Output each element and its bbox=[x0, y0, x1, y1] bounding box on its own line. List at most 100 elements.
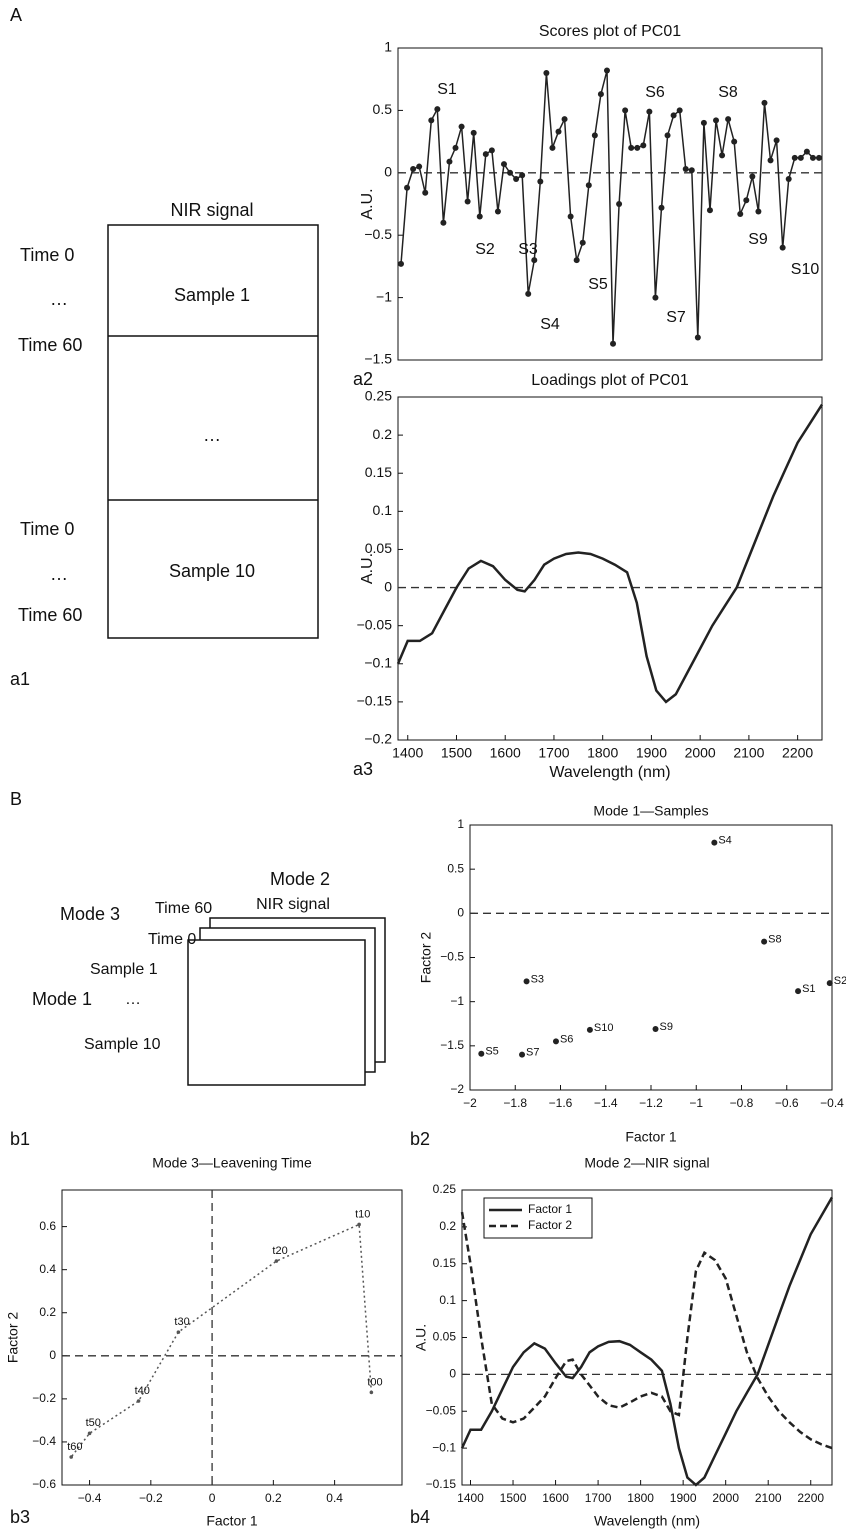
x-tick-label: −0.6 bbox=[775, 1096, 799, 1110]
sample: Sample 10 bbox=[84, 1036, 161, 1053]
marker bbox=[767, 157, 774, 164]
y-tick-label: −0.2 bbox=[364, 731, 392, 747]
x-tick-label: 0.4 bbox=[326, 1491, 343, 1505]
legend-box bbox=[483, 1197, 593, 1239]
time: Time 60 bbox=[155, 900, 212, 917]
y-tick-label: 0.6 bbox=[39, 1219, 56, 1233]
panel-label: A bbox=[10, 5, 22, 25]
x-tick-label: 2000 bbox=[712, 1491, 739, 1505]
marker bbox=[513, 176, 520, 183]
panel-label: B bbox=[10, 789, 22, 809]
marker bbox=[458, 123, 465, 130]
y-tick-label: −1.5 bbox=[364, 351, 392, 367]
point-label: S8 bbox=[768, 934, 781, 946]
marker bbox=[464, 198, 471, 205]
y-tick-label: −1 bbox=[376, 288, 392, 304]
series-line bbox=[460, 1196, 834, 1487]
marker bbox=[700, 119, 707, 126]
x-tick-label: −1.2 bbox=[639, 1096, 663, 1110]
x-tick-label: 1600 bbox=[490, 745, 521, 761]
point-label: t50 bbox=[86, 1417, 101, 1429]
x-tick-label: 1400 bbox=[457, 1491, 484, 1505]
point bbox=[87, 1431, 92, 1436]
y-tick-label: 0.15 bbox=[433, 1256, 457, 1270]
marker bbox=[404, 184, 411, 191]
y-axis-label: Factor 2 bbox=[5, 1312, 21, 1364]
point-label: S5 bbox=[485, 1046, 498, 1058]
point bbox=[711, 839, 718, 846]
point-label: t00 bbox=[367, 1376, 382, 1388]
marker bbox=[755, 208, 762, 215]
y-tick-label: −1 bbox=[450, 994, 464, 1008]
marker bbox=[603, 67, 610, 74]
y-axis-label: A.U. bbox=[359, 188, 376, 219]
dots: … bbox=[50, 564, 68, 584]
marker bbox=[622, 107, 629, 114]
marker bbox=[610, 340, 617, 347]
y-tick-label: −0.6 bbox=[32, 1477, 56, 1491]
marker bbox=[500, 161, 507, 168]
time: Time 0 bbox=[20, 245, 74, 265]
x-tick-label: 1700 bbox=[585, 1491, 612, 1505]
marker bbox=[797, 154, 804, 161]
annotation: S5 bbox=[588, 276, 608, 293]
y-tick-label: 0 bbox=[384, 578, 392, 594]
panel-label: b1 bbox=[10, 1129, 30, 1149]
x-tick-label: 2100 bbox=[755, 1491, 782, 1505]
marker bbox=[555, 128, 562, 135]
y-tick-label: 0.2 bbox=[39, 1305, 56, 1319]
x-tick-label: 2200 bbox=[782, 745, 813, 761]
marker bbox=[628, 144, 635, 151]
marker bbox=[809, 154, 816, 161]
time: Time 0 bbox=[148, 931, 196, 948]
marker bbox=[652, 294, 659, 301]
marker bbox=[640, 142, 647, 149]
series-line bbox=[396, 403, 824, 704]
point bbox=[357, 1222, 361, 1227]
point bbox=[69, 1455, 73, 1459]
sample: Sample 1 bbox=[90, 961, 158, 978]
x-tick-label: −1.4 bbox=[594, 1096, 618, 1110]
y-tick-label: 0 bbox=[49, 1348, 56, 1362]
x-tick-label: 1600 bbox=[542, 1491, 569, 1505]
marker bbox=[476, 213, 483, 220]
marker bbox=[531, 257, 538, 264]
marker bbox=[791, 154, 798, 161]
chart-title: Mode 1—Samples bbox=[593, 803, 708, 819]
x-tick-label: 1500 bbox=[500, 1491, 527, 1505]
point bbox=[519, 1051, 526, 1058]
marker bbox=[779, 244, 786, 251]
marker bbox=[616, 201, 623, 207]
chart-title: Loadings plot of PC01 bbox=[531, 372, 689, 389]
y-tick-label: 1 bbox=[384, 39, 392, 55]
y-tick-label: 0.5 bbox=[373, 101, 393, 117]
x-axis-label: Factor 1 bbox=[206, 1513, 258, 1529]
point-label: S7 bbox=[526, 1047, 539, 1059]
y-tick-label: −0.1 bbox=[432, 1440, 456, 1454]
marker bbox=[549, 144, 556, 151]
marker bbox=[694, 334, 701, 341]
x-axis-label: Factor 1 bbox=[625, 1129, 677, 1145]
marker bbox=[597, 91, 604, 98]
legend-label: Factor 2 bbox=[528, 1218, 572, 1232]
y-tick-label: −0.15 bbox=[426, 1477, 457, 1491]
point bbox=[523, 978, 530, 985]
y-axis-label: Factor 2 bbox=[418, 932, 434, 984]
chart-title: Scores plot of PC01 bbox=[539, 23, 681, 40]
marker bbox=[719, 152, 726, 159]
chart-title: Mode 3—Leavening Time bbox=[152, 1155, 312, 1171]
x-tick-label: −1.6 bbox=[549, 1096, 573, 1110]
x-tick-label: 1900 bbox=[636, 745, 667, 761]
x-tick-label: 1800 bbox=[587, 745, 618, 761]
marker bbox=[410, 166, 417, 173]
marker bbox=[452, 144, 459, 151]
marker bbox=[688, 167, 695, 174]
annotation: S6 bbox=[645, 84, 665, 101]
panel-label: a3 bbox=[353, 759, 373, 779]
y-tick-label: −0.05 bbox=[426, 1403, 457, 1417]
diagram-a1 bbox=[107, 224, 319, 639]
marker bbox=[761, 99, 768, 106]
marker bbox=[470, 129, 477, 136]
point bbox=[136, 1399, 141, 1403]
marker bbox=[446, 158, 453, 165]
